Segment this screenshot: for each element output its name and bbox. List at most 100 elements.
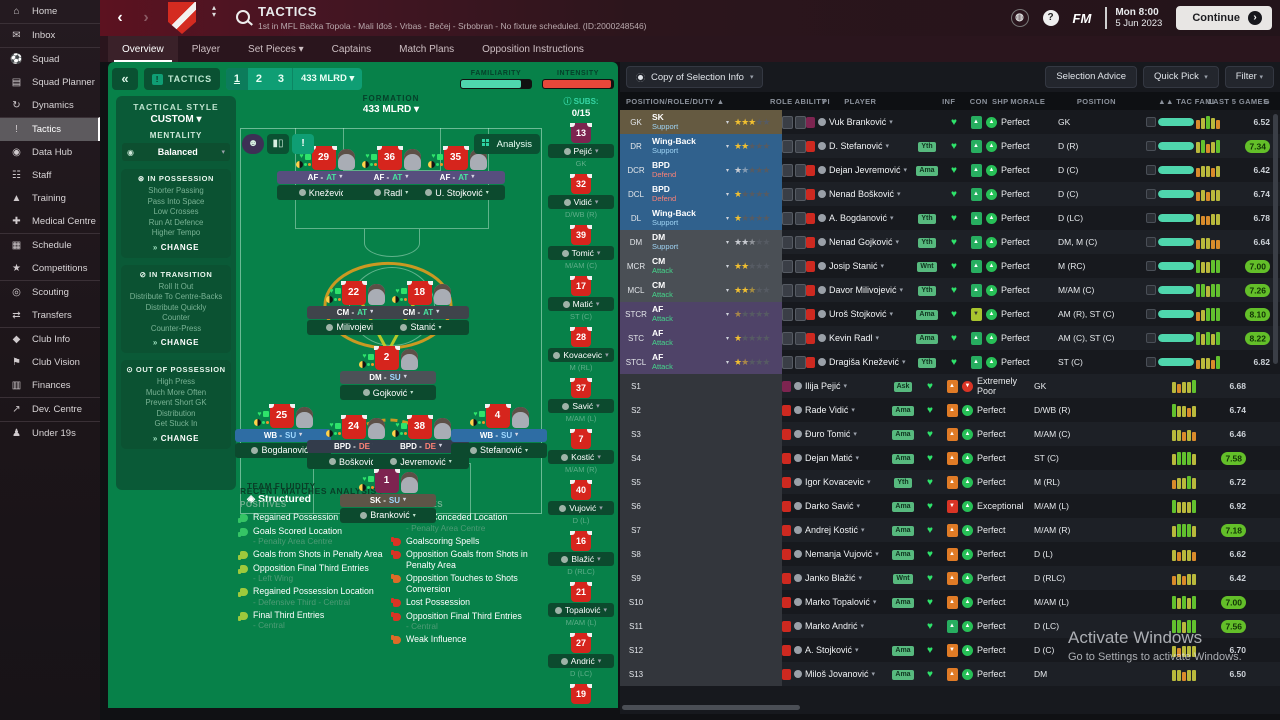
- player-instructions-icons[interactable]: [782, 163, 806, 177]
- tab[interactable]: Player: [191, 43, 221, 55]
- player-role-chip[interactable]: AF - AT ▾: [409, 171, 505, 185]
- sub-player[interactable]: 13 Pejić ▾ GK: [548, 123, 614, 168]
- col-con[interactable]: CON: [969, 96, 988, 106]
- col-role-ability[interactable]: ROLE ABILITY: [770, 96, 827, 106]
- player-cell[interactable]: Vuk Branković ▾: [806, 116, 912, 128]
- tab[interactable]: Set Pieces ▾: [248, 43, 304, 55]
- squad-table-row[interactable]: DCL BPD Defend ▾ ★★★★★ Nenad Bošković ▾ ♥: [620, 182, 1280, 206]
- sidebar-item[interactable]: ✚ Medical Centre: [0, 210, 100, 233]
- col-tac-fami[interactable]: ▲▲ TAC FAMI: [1158, 96, 1215, 106]
- continue-button[interactable]: Continue ›: [1176, 6, 1272, 30]
- player-role-chip[interactable]: WB - SU ▾: [235, 428, 331, 442]
- sidebar-item[interactable]: ★ Competitions: [0, 257, 100, 280]
- sidebar-item[interactable]: ! Tactics: [0, 117, 100, 141]
- sub-player[interactable]: 7 Kostić ▾ M/AM (R): [548, 429, 614, 474]
- formation-dropdown[interactable]: 433 MLRD ▾: [291, 68, 362, 90]
- sidebar-item[interactable]: ◎ Scouting: [0, 280, 100, 304]
- chevron-down-icon[interactable]: ▾: [726, 167, 730, 174]
- col-morale[interactable]: MORALE: [1010, 96, 1046, 106]
- formation-value-dropdown[interactable]: 433 MLRD ▾: [362, 104, 420, 115]
- vertical-scrollbar[interactable]: [1273, 114, 1278, 364]
- change-button[interactable]: » CHANGE: [152, 433, 200, 443]
- col-inf[interactable]: INF: [942, 96, 956, 106]
- selection-info-dropdown[interactable]: Copy of Selection Info ▾: [626, 66, 764, 88]
- player-name-chip[interactable]: Stanić ▾: [373, 319, 469, 335]
- sidebar-item[interactable]: ⚽ Squad: [0, 47, 100, 71]
- pitch-player[interactable]: ♥ 1 SK - SU ▾ Branković: [340, 467, 436, 523]
- squad-table-row[interactable]: DM DM Support ▾ ★★★★★ Nenad Gojković ▾ Yt…: [620, 230, 1280, 254]
- sidebar-item[interactable]: ▤ Squad Planner: [0, 71, 100, 94]
- player-cell[interactable]: Marko Topalović ▾: [782, 596, 888, 608]
- squad-table-row[interactable]: STC AF Attack ▾ ★★★★★ Kevin Radl ▾ Ama ♥: [620, 326, 1280, 350]
- squad-table-row[interactable]: DL Wing-Back Support ▾ ★★★★★ A. Bogdanovi…: [620, 206, 1280, 230]
- analysis-button[interactable]: Analysis: [473, 134, 540, 154]
- analysis-title[interactable]: RECENT MATCHES ANALYSIS ›: [240, 486, 384, 496]
- chevron-down-icon[interactable]: ▾: [726, 191, 730, 198]
- player-cell[interactable]: Đuro Tomić ▾: [782, 428, 888, 440]
- sidebar-item[interactable]: ↗ Dev. Centre: [0, 397, 100, 421]
- role-duty-cell[interactable]: AF Attack: [652, 328, 673, 348]
- player-cell[interactable]: D. Stefanović ▾: [806, 140, 912, 152]
- squad-table-row[interactable]: S11 ▾ Marko Andrić ▾ ♥: [620, 614, 1280, 638]
- sidebar-item[interactable]: ⇄ Transfers: [0, 304, 100, 327]
- sub-player[interactable]: 40 Vujović ▾ D (L): [548, 480, 614, 525]
- squad-table-row[interactable]: S9 ▾ Janko Blažić ▾ Wnt ♥: [620, 566, 1280, 590]
- change-button[interactable]: » CHANGE: [152, 338, 200, 347]
- back-arrow-icon[interactable]: ‹: [117, 9, 123, 26]
- pitch-player[interactable]: ♥ 18 CM - AT ▾ Stanić: [373, 279, 469, 335]
- sub-name-chip[interactable]: Pejić ▾: [548, 144, 614, 158]
- tab[interactable]: Match Plans: [399, 43, 455, 55]
- player-cell[interactable]: Miloš Jovanović ▾: [782, 668, 888, 680]
- chevron-down-icon[interactable]: ▾: [726, 263, 730, 270]
- squad-table-row[interactable]: S13 ▾ Miloš Jovanović ▾ Ama ♥: [620, 662, 1280, 686]
- squad-table-row[interactable]: MCR CM Attack ▾ ★★★★★ Josip Stanić ▾ Wnt …: [620, 254, 1280, 278]
- tactic-slot-button[interactable]: 1: [225, 68, 248, 90]
- player-name-chip[interactable]: Branković ▾: [340, 507, 436, 523]
- sidebar-item[interactable]: ▲ Training: [0, 187, 100, 210]
- player-instructions-icons[interactable]: [782, 259, 806, 273]
- sub-name-chip[interactable]: Savić ▾: [548, 399, 614, 413]
- squad-table-row[interactable]: S6 ▾ Darko Savić ▾ Ama ♥: [620, 494, 1280, 518]
- squad-table-row[interactable]: DCR BPD Defend ▾ ★★★★★ Dejan Jevremović ▾…: [620, 158, 1280, 182]
- role-duty-cell[interactable]: SK Support: [652, 112, 679, 132]
- tactical-style-dropdown[interactable]: CUSTOM ▾: [150, 114, 202, 125]
- player-instructions-icons[interactable]: [782, 139, 806, 153]
- pitch-player[interactable]: ♥ 38 BPD - DE ▾ Jevremović: [373, 413, 469, 470]
- club-crest[interactable]: [168, 2, 196, 34]
- player-role-chip[interactable]: WB - SU ▾: [451, 428, 547, 442]
- sidebar-item[interactable]: ⌂ Home: [0, 0, 100, 23]
- sub-player[interactable]: 16 Blažić ▾ D (RLC): [548, 531, 614, 576]
- sidebar-item[interactable]: ✉ Inbox: [0, 23, 100, 47]
- sub-player[interactable]: 39 Tomić ▾ M/AM (C): [548, 225, 614, 270]
- chevron-down-icon[interactable]: ▾: [726, 215, 730, 222]
- col-player[interactable]: PLAYER: [844, 96, 877, 106]
- collapse-panel-button[interactable]: «: [112, 68, 138, 90]
- pitch-player[interactable]: ♥ 2 DM - SU ▾ Gojković: [340, 344, 436, 401]
- tab[interactable]: Overview: [108, 36, 178, 62]
- player-role-chip[interactable]: CM - AT ▾: [373, 305, 469, 319]
- player-instructions-icons[interactable]: [782, 187, 806, 201]
- search-icon[interactable]: [236, 10, 250, 24]
- role-duty-cell[interactable]: BPD Defend: [652, 160, 677, 180]
- world-icon[interactable]: ◍: [1010, 9, 1029, 27]
- squad-table-row[interactable]: S7 ▾ Andrej Kostić ▾ Ama ♥: [620, 518, 1280, 542]
- player-name-chip[interactable]: Gojković ▾: [340, 385, 436, 401]
- player-cell[interactable]: Marko Andrić ▾: [782, 620, 888, 632]
- player-name-chip[interactable]: Jevremović ▾: [373, 454, 469, 470]
- chevron-down-icon[interactable]: ▾: [726, 119, 730, 126]
- player-cell[interactable]: Davor Milivojević ▾: [806, 284, 912, 296]
- chevron-down-icon[interactable]: ▾: [726, 239, 730, 246]
- player-instructions-icons[interactable]: [782, 283, 806, 297]
- pitch-player[interactable]: ♥ 25 WB - SU ▾ Bogdanović: [235, 402, 331, 458]
- horizontal-scrollbar[interactable]: [622, 705, 800, 710]
- player-role-chip[interactable]: DM - SU ▾: [340, 371, 436, 385]
- sub-player[interactable]: 32 Vidić ▾ D/WB (R): [548, 174, 614, 219]
- sub-name-chip[interactable]: Topalović ▾: [548, 603, 614, 617]
- sub-name-chip[interactable]: Andrić ▾: [548, 654, 614, 668]
- player-cell[interactable]: Nemanja Vujović ▾: [782, 548, 888, 560]
- squad-table-row[interactable]: S2 ▾ Rade Vidić ▾ Ama ♥: [620, 398, 1280, 422]
- player-cell[interactable]: Kevin Radl ▾: [806, 332, 912, 344]
- squad-table-row[interactable]: STCR AF Attack ▾ ★★★★★ Uroš Stojković ▾ A…: [620, 302, 1280, 326]
- player-cell[interactable]: Igor Kovacevic ▾: [782, 476, 888, 488]
- player-cell[interactable]: Nenad Bošković ▾: [806, 188, 912, 200]
